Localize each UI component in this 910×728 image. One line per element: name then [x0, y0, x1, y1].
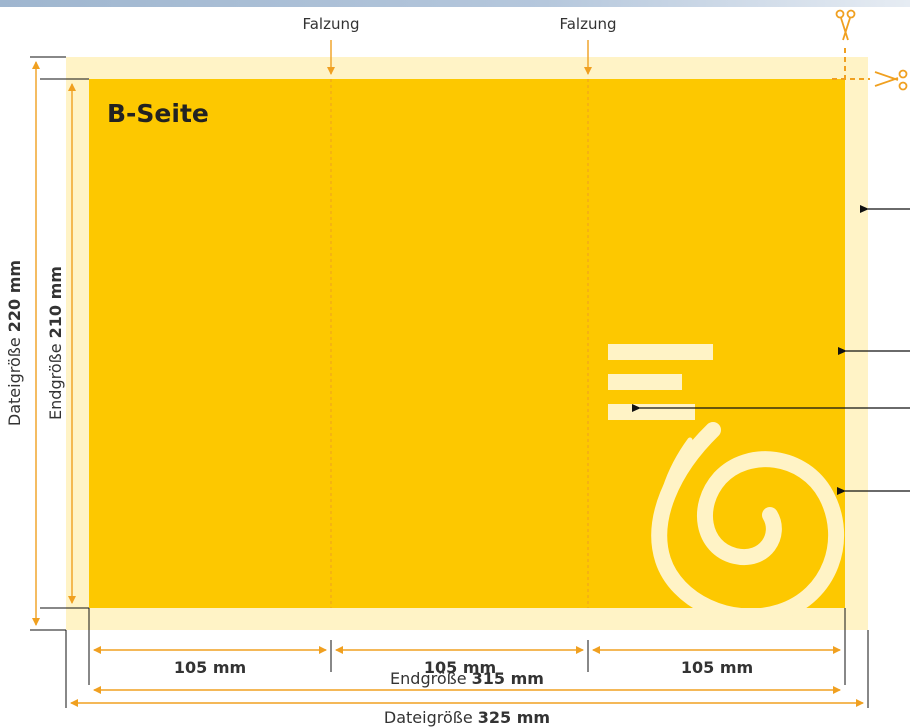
spiral-graphic [651, 422, 845, 625]
panel-width-label: 105 mm [174, 658, 246, 677]
side-label: B-Seite [107, 99, 209, 128]
final-width-label: Endgröße 315 mm [390, 669, 544, 688]
file-width-label: Dateigröße 325 mm [384, 708, 550, 727]
placeholder-bar [608, 404, 695, 420]
scissors-icon [835, 9, 856, 41]
panel-width-label: 105 mm [681, 658, 753, 677]
top-bar [0, 0, 910, 7]
final-format [89, 79, 845, 608]
placeholder-bar [608, 344, 713, 360]
trim-marks [30, 56, 869, 708]
placeholder-bar [608, 374, 682, 390]
fold-label: Falzung [559, 15, 616, 33]
scissors-icon [874, 69, 908, 91]
fold-label: Falzung [302, 15, 359, 33]
panel-width-label: 105 mm [424, 658, 496, 677]
file-height-label: Dateigröße 220 mm [5, 260, 24, 426]
final-height-label: Endgröße 210 mm [46, 266, 65, 420]
